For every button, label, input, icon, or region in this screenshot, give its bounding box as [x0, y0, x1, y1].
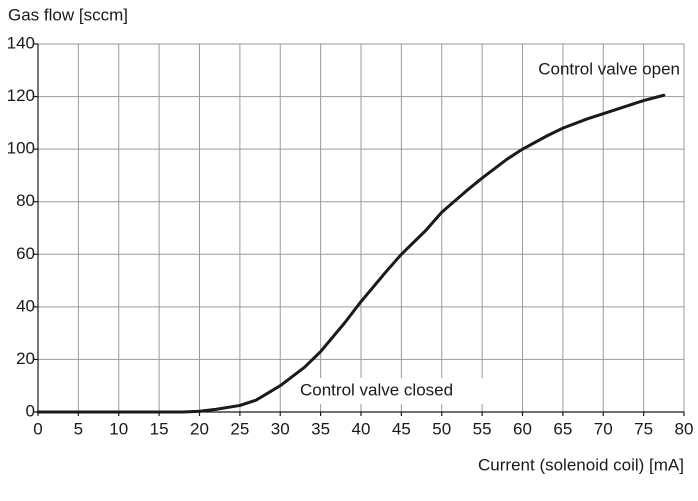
x-tick-label: 15 [150, 419, 169, 438]
x-tick-label: 40 [352, 419, 371, 438]
x-tick-label: 35 [311, 419, 330, 438]
x-tick-label: 25 [230, 419, 249, 438]
x-tick-label: 45 [392, 419, 411, 438]
y-tick-label: 20 [16, 349, 35, 368]
x-tick-label: 30 [271, 419, 290, 438]
x-tick-label: 65 [553, 419, 572, 438]
x-axis-label: Current (solenoid coil) [mA] [478, 455, 684, 474]
y-tick-label: 0 [26, 401, 35, 420]
x-tick-label: 10 [109, 419, 128, 438]
annotation: Control valve open [538, 59, 680, 78]
annotation-bg [296, 378, 506, 404]
y-tick-label: 60 [16, 244, 35, 263]
x-tick-label: 0 [33, 419, 42, 438]
y-tick-label: 40 [16, 296, 35, 315]
y-tick-label: 140 [7, 33, 35, 52]
y-tick-label: 100 [7, 139, 35, 158]
y-tick-label: 80 [16, 191, 35, 210]
x-tick-label: 50 [432, 419, 451, 438]
x-tick-label: 20 [190, 419, 209, 438]
grid: 0 20 40 60 80 100 120 140 0 5 10 15 20 25 30 35 40 45 50 55… [7, 33, 694, 438]
annotation: Control valve closed [300, 380, 453, 399]
x-tick-label: 60 [513, 419, 532, 438]
x-tick-label: 80 [675, 419, 694, 438]
x-tick-label: 75 [634, 419, 653, 438]
y-axis-label: Gas flow [sccm] [8, 5, 128, 24]
y-tick-label: 120 [7, 86, 35, 105]
plot [36, 93, 666, 414]
x-tick-label: 70 [594, 419, 613, 438]
x-tick-label: 5 [74, 419, 83, 438]
x-tick-label: 55 [473, 419, 492, 438]
data-line [36, 93, 666, 414]
